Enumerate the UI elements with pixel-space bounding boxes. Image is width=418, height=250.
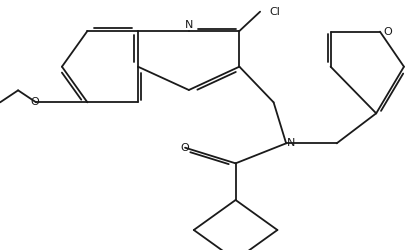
- Text: N: N: [185, 20, 193, 30]
- Text: Cl: Cl: [269, 7, 280, 17]
- Text: N: N: [287, 138, 296, 148]
- Text: O: O: [181, 143, 189, 153]
- Text: O: O: [383, 27, 392, 37]
- Text: O: O: [31, 97, 39, 107]
